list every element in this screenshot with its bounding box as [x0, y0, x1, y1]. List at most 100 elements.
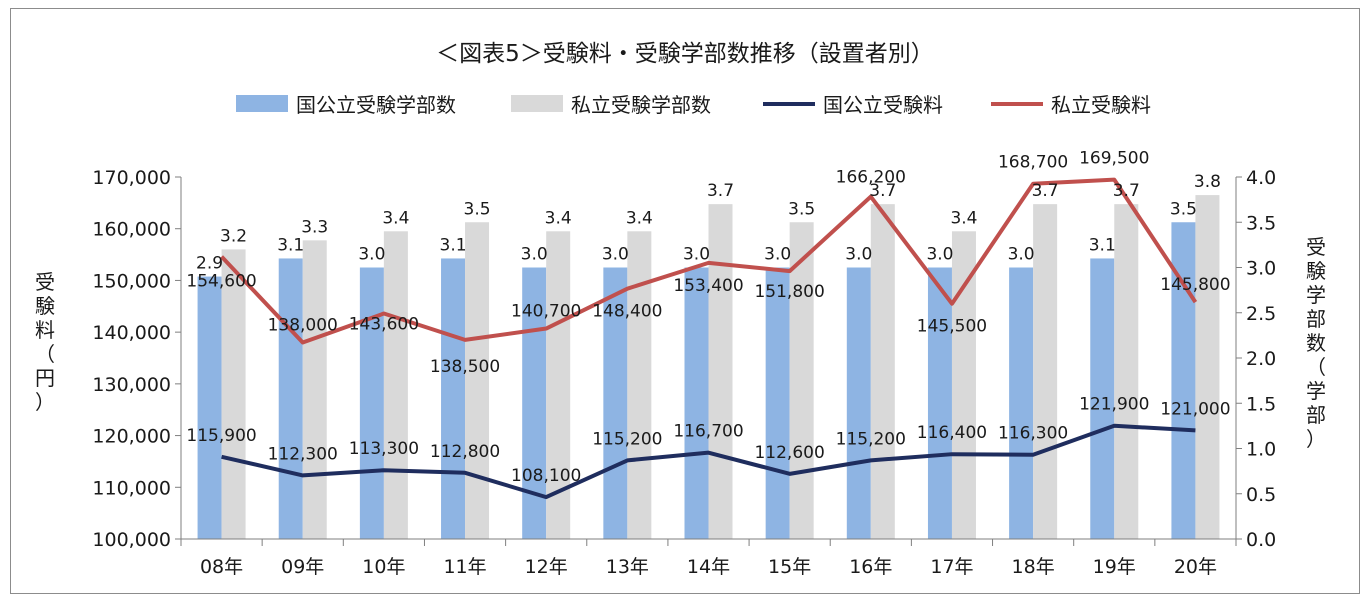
public-count-label: 3.0: [683, 245, 710, 265]
x-tick-label: 20年: [1174, 556, 1217, 578]
bar-public: [359, 267, 384, 539]
private-count-label: 3.4: [950, 208, 977, 228]
x-tick-label: 10年: [362, 556, 405, 578]
bar-group: [197, 195, 1220, 540]
left-tick-label: 120,000: [92, 426, 171, 448]
private-count-label: 3.3: [301, 217, 328, 237]
bar-public: [278, 258, 303, 539]
private-fee-label: 169,500: [1079, 149, 1149, 169]
bar-private: [870, 204, 895, 539]
public-fee-label: 116,400: [917, 423, 987, 443]
private-fee-label: 138,000: [268, 315, 338, 335]
public-count-label: 3.1: [277, 235, 304, 255]
public-count-label: 3.1: [440, 235, 467, 255]
public-fee-label: 121,900: [1079, 395, 1149, 415]
private-fee-label: 145,500: [917, 317, 987, 337]
private-fee-label: 140,700: [511, 302, 581, 322]
private-count-label: 3.5: [464, 199, 491, 219]
left-tick-label: 160,000: [92, 219, 171, 241]
public-count-label: 3.5: [1170, 199, 1197, 219]
public-count-label: 3.0: [602, 245, 629, 265]
bar-public: [927, 267, 952, 539]
public-fee-label: 115,900: [186, 426, 256, 446]
private-count-label: 3.4: [545, 208, 572, 228]
bar-private: [1114, 204, 1139, 539]
public-fee-label: 115,200: [592, 429, 662, 449]
public-count-label: 3.0: [845, 245, 872, 265]
private-count-label: 3.7: [1032, 181, 1059, 201]
public-count-label: 3.0: [764, 245, 791, 265]
right-tick-label: 3.0: [1246, 258, 1276, 280]
private-count-label: 3.5: [788, 199, 815, 219]
legend-swatch: [511, 95, 563, 112]
bar-private: [221, 249, 246, 539]
x-tick-label: 15年: [768, 556, 811, 578]
left-tick-label: 100,000: [92, 529, 171, 551]
x-tick-label: 18年: [1012, 556, 1055, 578]
private-fee-label: 166,200: [836, 168, 906, 188]
private-fee-label: 154,600: [186, 272, 256, 292]
private-count-label: 3.7: [869, 181, 896, 201]
line-public-fee: [221, 423, 1196, 500]
bar-public: [441, 258, 466, 539]
left-tick-label: 110,000: [92, 477, 171, 499]
public-count-label: 3.1: [1089, 235, 1116, 255]
left-tick-label: 130,000: [92, 374, 171, 396]
right-tick-label: 2.5: [1246, 303, 1276, 325]
public-fee-label: 112,300: [268, 444, 338, 464]
private-fee-label: 143,600: [349, 315, 419, 335]
x-tick-label: 11年: [443, 556, 486, 578]
bar-public: [603, 267, 628, 539]
combo-chart: ＜図表5＞受験料・受験学部数推移（設置者別） 国公立受験学部数 私立受験学部数 国公…: [35, 41, 1326, 578]
line-private-fee: [220, 177, 1198, 345]
chart-title: ＜図表5＞受験料・受験学部数推移（設置者別）: [436, 41, 934, 67]
private-count-label: 3.2: [220, 226, 247, 246]
bar-public: [197, 276, 222, 539]
left-tick-label: 140,000: [92, 322, 171, 344]
x-tick-label: 08年: [200, 556, 243, 578]
bar-public: [846, 267, 871, 539]
private-fee-label: 138,500: [430, 357, 500, 377]
bar-private: [708, 204, 733, 539]
bar-private: [1195, 195, 1220, 539]
bar-public: [1009, 267, 1034, 539]
private-fee-label: 168,700: [998, 153, 1068, 173]
public-count-label: 3.0: [926, 245, 953, 265]
private-fee-label: 151,800: [754, 282, 824, 302]
bar-private: [789, 222, 814, 539]
x-tick-label: 16年: [849, 556, 892, 578]
left-axis-title: 受験料（円）: [35, 270, 55, 414]
bar-private: [465, 222, 490, 539]
public-fee-label: 112,600: [754, 443, 824, 463]
legend-entry: 国公立受験料: [823, 93, 943, 117]
data-labels: 2.9 3.1 3.0 3.1 3.0 3.0 3.0 3.0 3.0 3.0 3.0 3.1 3.5 3…: [186, 149, 1230, 487]
private-count-label: 3.7: [1113, 181, 1140, 201]
chart-frame: ＜図表5＞受験料・受験学部数推移（設置者別） 国公立受験学部数 私立受験学部数 国公…: [10, 8, 1360, 594]
x-tick-label: 13年: [606, 556, 649, 578]
bar-public: [684, 267, 709, 539]
x-tick-label: 17年: [930, 556, 973, 578]
right-tick-label: 1.5: [1246, 393, 1276, 415]
public-count-label: 3.0: [1008, 245, 1035, 265]
x-tick-label: 09年: [281, 556, 324, 578]
public-fee-label: 112,800: [430, 442, 500, 462]
right-tick-label: 3.5: [1246, 212, 1276, 234]
x-tick-label: 14年: [687, 556, 730, 578]
private-fee-label: 148,400: [592, 302, 662, 322]
public-count-label: 3.0: [521, 245, 548, 265]
private-count-label: 3.4: [626, 208, 653, 228]
bar-private: [1033, 204, 1058, 539]
bar-private: [302, 240, 327, 539]
bar-private: [383, 231, 408, 540]
left-tick-label: 170,000: [92, 167, 171, 189]
right-tick-label: 0.5: [1246, 484, 1276, 506]
legend-entry: 国公立受験学部数: [296, 93, 456, 117]
private-count-label: 3.7: [707, 181, 734, 201]
public-count-label: 2.9: [196, 254, 223, 274]
right-tick-label: 0.0: [1246, 529, 1276, 551]
line-group: [220, 177, 1198, 500]
public-fee-label: 113,300: [349, 439, 419, 459]
right-axis-title: 受験学部数（学部）: [1306, 235, 1326, 451]
x-tick-label: 19年: [1093, 556, 1136, 578]
right-tick-label: 4.0: [1246, 167, 1276, 189]
